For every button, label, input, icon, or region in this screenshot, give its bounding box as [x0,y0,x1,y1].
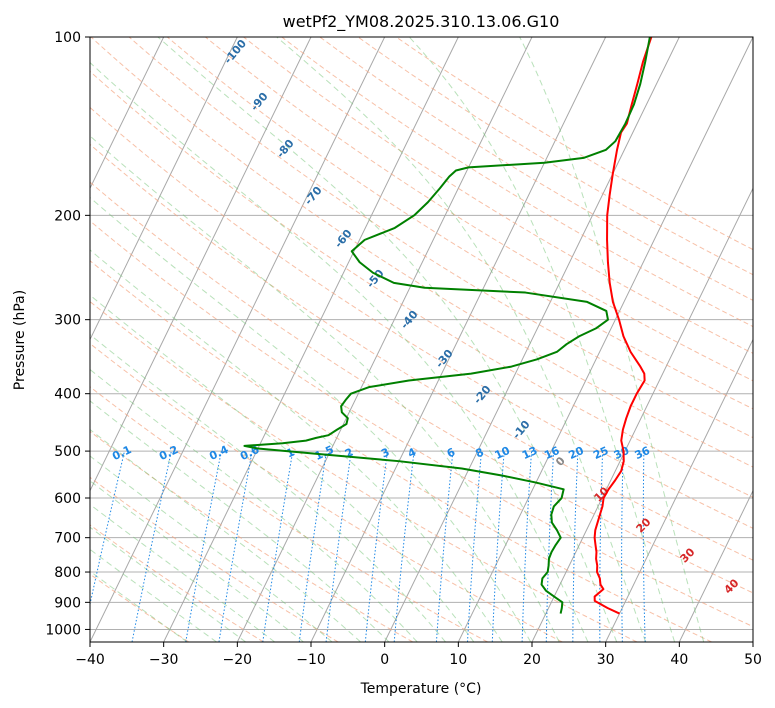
moist-adiabat [90,428,361,642]
isotherm [531,187,753,642]
dry-adiabat [90,342,563,642]
moist-adiabat [90,61,589,642]
moist-adiabat [519,37,705,642]
mixing-ratio-label: 36 [633,444,653,462]
mixing-ratio-line [491,451,505,642]
plot-frame [89,36,754,643]
moist-adiabat [90,455,333,642]
y-tick-label: 900 [54,595,81,611]
x-tick-label: 40 [670,652,688,668]
y-tick-label: 500 [54,444,81,460]
y-tick-label: 400 [54,387,81,403]
axes: −40 −30 −20 −10 0 10 20 30 40 50 100 200 300 400 500 60… [45,30,762,668]
x-tick-label: 0 [380,652,389,668]
isotherm [90,37,165,190]
mixing-ratio-label: 13 [520,444,539,462]
moist-adiabat [90,333,446,642]
y-tick-label: 200 [54,208,81,224]
y-tick-label: 700 [54,531,81,547]
moist-adiabat [90,503,275,642]
mixing-ratio-label: 20 [567,444,587,462]
dry-adiabat [90,300,638,642]
background-lines [90,37,753,642]
isotherm [678,489,753,642]
moist-adiabat [408,37,676,642]
dry-adiabat [90,260,712,642]
x-tick-label: 20 [523,652,541,668]
mixing-ratio-line [467,451,483,642]
mixing-ratio-line [599,451,604,642]
mixing-ratio-line [90,450,125,607]
dry-adiabat [90,37,753,468]
y-tick-label: 600 [54,491,81,507]
mixing-ratio-line [435,451,454,642]
mixing-ratio-line [131,450,172,642]
y-tick-label: 800 [54,565,81,581]
isotherm [163,37,459,642]
dry-adiabat [90,181,753,594]
x-tick-label: −20 [223,652,253,668]
plot-background [90,37,753,642]
temperature-line [593,37,653,615]
isotherm [384,37,680,642]
moist-adiabat [90,294,475,642]
x-tick-label: −40 [75,652,105,668]
mixing-ratio-line [393,451,415,642]
isotherm [90,37,312,492]
y-tick-label: 100 [54,30,81,46]
y-tick-label: 300 [54,313,81,329]
isotherm [90,37,238,341]
moist-adiabat [90,400,390,642]
mixing-ratio-label: 10 [493,444,513,462]
chart-title: wetPf2_YM08.2025.310.13.06.G10 [283,12,560,32]
dry-adiabat [319,37,753,301]
mixing-ratio-line [521,451,533,642]
dewpoint-line [243,37,651,614]
x-tick-label: 50 [744,652,762,668]
isotherm [752,640,753,642]
x-tick-label: −30 [149,652,179,668]
x-axis-label: Temperature (°C) [360,681,482,697]
x-tick-label: −10 [296,652,326,668]
x-tick-label: 10 [449,652,467,668]
x-tick-label: 30 [597,652,615,668]
dry-adiabat [90,106,753,529]
isotherm [236,37,533,642]
isotherm [90,37,386,642]
mixing-ratio-label: 25 [591,444,610,462]
dry-adiabat [281,37,753,328]
moist-adiabat [90,526,246,642]
mixing-ratio-line [572,451,579,642]
moist-adiabat [90,249,503,642]
mixing-ratio-line [621,451,624,642]
profile-lines [243,37,653,615]
y-axis-label: Pressure (hPa) [12,290,28,390]
moist-adiabat [90,548,217,642]
dry-adiabat [90,430,414,642]
dry-adiabat [128,37,753,439]
dry-adiabat [90,70,753,498]
mixing-ratio-label: 16 [542,444,562,462]
moist-adiabat [90,480,304,642]
isotherm [605,338,753,642]
moist-adiabat [276,37,647,642]
mixing-ratio-label: 30 [612,444,632,462]
moist-adiabat [90,570,188,642]
dry-adiabat [90,220,753,628]
dry-adiabat [166,37,753,410]
isotherm [457,37,753,642]
y-tick-label: 1000 [45,622,81,638]
dry-adiabat [90,573,190,642]
mixing-ratio-line [642,451,646,642]
